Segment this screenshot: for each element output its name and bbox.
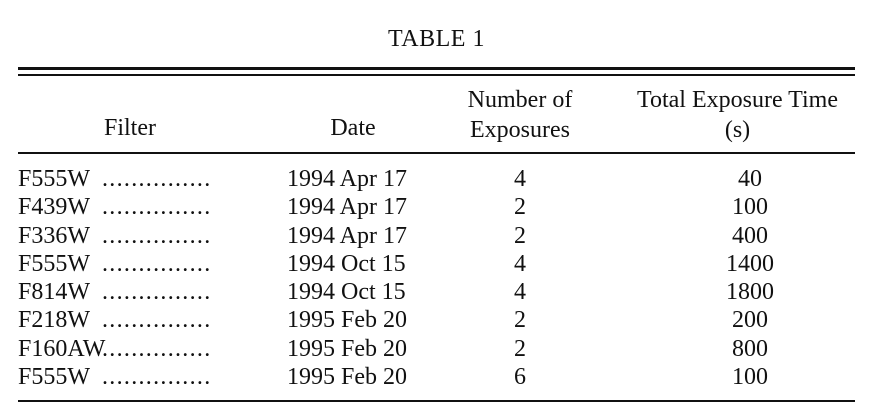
leader-dots: ............... bbox=[102, 166, 212, 192]
leader-dots: ............... bbox=[102, 194, 212, 221]
cell-exposure-time: 1800 bbox=[726, 279, 774, 306]
cell-date: 1994 Apr 17 bbox=[287, 166, 407, 192]
header-number-of-exposures: Number of Exposures bbox=[445, 85, 595, 145]
leader-dots: ............... bbox=[102, 222, 212, 249]
cell-exposures: 4 bbox=[514, 166, 526, 192]
cell-exposures: 4 bbox=[514, 279, 526, 306]
cell-exposure-time: 1400 bbox=[726, 250, 774, 277]
header-filter: Filter bbox=[104, 115, 156, 141]
table-row: F160AW ............... 1995 Feb 20 2 800 bbox=[0, 335, 873, 363]
cell-exposure-time: 100 bbox=[732, 364, 768, 391]
cell-date: 1994 Apr 17 bbox=[287, 222, 407, 249]
header-exposure-line2: (s) bbox=[724, 117, 751, 143]
cell-exposure-time: 100 bbox=[732, 194, 768, 221]
cell-date: 1995 Feb 20 bbox=[287, 307, 407, 334]
table-row: F555W ............... 1995 Feb 20 6 100 bbox=[0, 363, 873, 391]
table-row: F814W ............... 1994 Oct 15 4 1800 bbox=[0, 278, 873, 306]
table-row: F336W ............... 1994 Apr 17 2 400 bbox=[0, 222, 873, 250]
cell-date: 1995 Feb 20 bbox=[287, 364, 407, 391]
cell-filter: F336W bbox=[18, 222, 90, 249]
table-row: F555W ............... 1994 Oct 15 4 1400 bbox=[0, 250, 873, 278]
leader-dots: ............... bbox=[102, 335, 212, 362]
cell-exposures: 2 bbox=[514, 222, 526, 249]
cell-filter: F555W bbox=[18, 250, 90, 277]
table-caption: TABLE 1 bbox=[388, 26, 485, 52]
table-body: F555W ............... 1994 Apr 17 4 40 F… bbox=[0, 165, 873, 391]
cell-date: 1994 Apr 17 bbox=[287, 194, 407, 221]
cell-filter: F814W bbox=[18, 279, 90, 306]
header-total-exposure-time: Total Exposure Time (s) bbox=[615, 85, 860, 145]
cell-filter: F218W bbox=[18, 307, 90, 334]
top-rule-thick bbox=[18, 67, 855, 70]
leader-dots: ............... bbox=[102, 250, 212, 277]
cell-date: 1995 Feb 20 bbox=[287, 335, 407, 362]
header-number-line1: Number of bbox=[467, 87, 573, 113]
cell-exposures: 2 bbox=[514, 335, 526, 362]
cell-filter: F555W bbox=[18, 166, 90, 192]
cell-filter: F555W bbox=[18, 364, 90, 391]
leader-dots: ............... bbox=[102, 364, 212, 391]
table-row: F218W ............... 1995 Feb 20 2 200 bbox=[0, 306, 873, 334]
cell-exposure-time: 800 bbox=[732, 335, 768, 362]
cell-exposure-time: 40 bbox=[738, 166, 762, 192]
cell-exposures: 6 bbox=[514, 364, 526, 391]
cell-exposures: 4 bbox=[514, 250, 526, 277]
cell-exposures: 2 bbox=[514, 307, 526, 334]
cell-exposures: 2 bbox=[514, 194, 526, 221]
cell-filter: F439W bbox=[18, 194, 90, 221]
leader-dots: ............... bbox=[102, 279, 212, 306]
cell-filter: F160AW bbox=[18, 335, 106, 362]
cell-exposure-time: 400 bbox=[732, 222, 768, 249]
table-row: F555W ............... 1994 Apr 17 4 40 bbox=[0, 165, 873, 193]
cell-date: 1994 Oct 15 bbox=[287, 279, 406, 306]
header-number-line2: Exposures bbox=[470, 117, 570, 143]
cell-exposure-time: 200 bbox=[732, 307, 768, 334]
header-exposure-line1: Total Exposure Time bbox=[637, 87, 838, 113]
leader-dots: ............... bbox=[102, 307, 212, 334]
table-row: F439W ............... 1994 Apr 17 2 100 bbox=[0, 193, 873, 221]
header-rule bbox=[18, 152, 855, 154]
bottom-rule bbox=[18, 400, 855, 402]
top-rule-thin bbox=[18, 74, 855, 76]
cell-date: 1994 Oct 15 bbox=[287, 250, 406, 277]
header-date: Date bbox=[330, 115, 376, 141]
